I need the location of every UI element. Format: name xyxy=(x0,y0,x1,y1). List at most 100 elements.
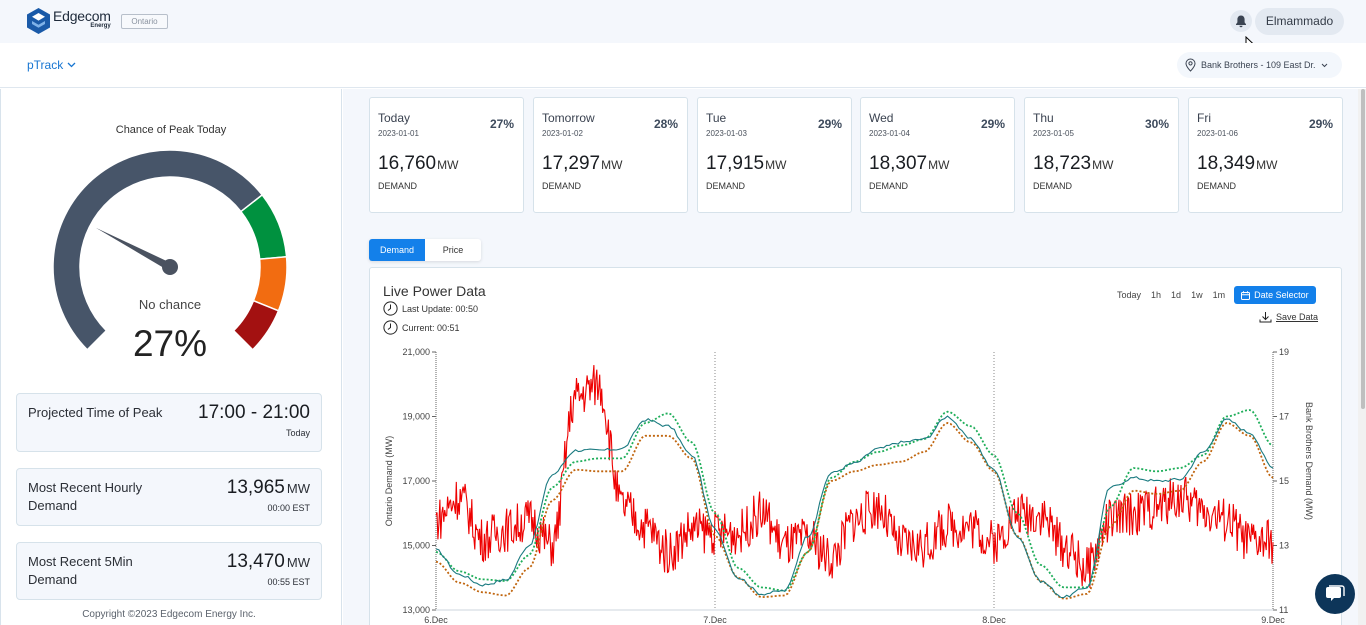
demand-unit: MW xyxy=(765,158,787,172)
y2-tick-label: 15 xyxy=(1279,476,1289,486)
card-unit: MW xyxy=(286,555,310,570)
forecast-day-card[interactable]: Fri 2023-01-06 29% 18,349MW DEMAND xyxy=(1188,97,1343,213)
day-date: 2023-01-03 xyxy=(706,129,747,138)
demand-number: 16,760 xyxy=(378,153,437,174)
series-line-bank-brothers-demand xyxy=(435,365,1274,588)
app-switcher[interactable]: pTrack xyxy=(27,58,76,72)
card-unit: MW xyxy=(286,481,310,496)
sub-header: pTrack Bank Brothers - 109 East Dr. xyxy=(0,43,1366,88)
demand-unit: MW xyxy=(1092,158,1114,172)
hourly-demand-card: Most Recent Hourly Demand 13,965 MW 00:00… xyxy=(16,468,322,526)
demand-unit: MW xyxy=(1256,158,1278,172)
tab-price[interactable]: Price xyxy=(442,245,464,255)
demand-value: 18,307MW xyxy=(869,153,949,175)
gauge-title: Chance of Peak Today xyxy=(115,124,227,136)
range-1m[interactable]: 1m xyxy=(1212,290,1226,300)
day-date: 2023-01-06 xyxy=(1197,129,1238,138)
gauge-needle-hub xyxy=(162,259,178,275)
tab-demand[interactable]: Demand xyxy=(369,239,425,261)
day-name: Fri xyxy=(1197,111,1211,125)
brand-sub: Energy xyxy=(90,23,111,29)
card-value: 17:00 - 21:00 xyxy=(198,402,310,424)
forecast-day-card[interactable]: Tue 2023-01-03 29% 17,915MW DEMAND xyxy=(697,97,852,213)
download-icon xyxy=(1259,312,1272,323)
chat-bubble-icon xyxy=(1326,585,1345,601)
gauge-needle xyxy=(95,227,172,271)
chevron-down-icon xyxy=(67,62,76,68)
gauge-segment-very-high xyxy=(232,299,280,351)
edgecom-logo-icon xyxy=(27,8,50,34)
live-power-chart: 6.Dec 7.Dec 8.Dec 9.Dec 13,000 15,000 17,000 19… xyxy=(384,347,1314,625)
y-tick-label: 19,000 xyxy=(402,412,430,422)
demand-value: 18,723MW xyxy=(1033,153,1113,175)
range-1h[interactable]: 1h xyxy=(1151,290,1162,300)
day-name: Tomorrow xyxy=(542,111,595,125)
y-tick-label: 21,000 xyxy=(402,347,430,357)
x-tick-label: 6.Dec xyxy=(424,615,448,625)
forecast-day-card[interactable]: Wed 2023-01-04 29% 18,307MW DEMAND xyxy=(860,97,1015,213)
peak-chance: 29% xyxy=(817,117,842,131)
save-data-label: Save Data xyxy=(1276,312,1319,322)
range-1w[interactable]: 1w xyxy=(1191,290,1203,300)
save-data-link[interactable]: Save Data xyxy=(1259,311,1318,323)
day-date: 2023-01-05 xyxy=(1033,129,1074,138)
y2-tick-label: 13 xyxy=(1279,541,1289,551)
demand-label: DEMAND xyxy=(542,181,582,191)
range-1d[interactable]: 1d xyxy=(1171,290,1182,300)
forecast-day-card[interactable]: Thu 2023-01-05 30% 18,723MW DEMAND xyxy=(1024,97,1179,213)
copyright: Copyright ©2023 Edgecom Energy Inc. xyxy=(82,609,256,620)
notifications-button[interactable] xyxy=(1230,10,1252,32)
series-line-ontario-demand-actual- xyxy=(435,415,1274,599)
peak-chance: 30% xyxy=(1144,117,1169,131)
user-menu-button[interactable]: Elmammado xyxy=(1255,8,1344,35)
demand-label: DEMAND xyxy=(869,181,909,191)
demand-number: 18,723 xyxy=(1033,153,1092,174)
app-name: pTrack xyxy=(27,58,64,72)
demand-value: 16,760MW xyxy=(378,153,458,175)
demand-value: 17,915MW xyxy=(706,153,786,175)
peak-chance: 29% xyxy=(980,117,1005,131)
brand-logo[interactable]: Edgecom Energy xyxy=(27,8,111,34)
card-label: Most Recent 5Min Demand xyxy=(28,554,133,587)
card-sub: Today xyxy=(285,428,310,438)
forecast-day-card[interactable]: Today 2023-01-01 27% 16,760MW DEMAND xyxy=(369,97,524,213)
day-name: Thu xyxy=(1033,111,1054,125)
card-sub: 00:00 EST xyxy=(267,503,310,513)
y2-tick-label: 11 xyxy=(1279,605,1288,615)
chat-button[interactable] xyxy=(1315,574,1355,614)
demand-unit: MW xyxy=(601,158,623,172)
day-date: 2023-01-01 xyxy=(378,129,419,138)
demand-label: DEMAND xyxy=(1033,181,1073,191)
demand-unit: MW xyxy=(437,158,459,172)
gauge-segment-low xyxy=(52,149,264,351)
day-date: 2023-01-02 xyxy=(542,129,583,138)
card-value-number: 13,965 xyxy=(226,477,285,498)
date-selector-button[interactable]: Date Selector xyxy=(1234,286,1316,304)
gauge-label: No chance xyxy=(138,297,202,312)
region-badge[interactable]: Ontario xyxy=(121,14,168,29)
scrollbar-thumb[interactable] xyxy=(1361,89,1365,409)
clock-icon xyxy=(383,320,398,335)
y-tick-label: 15,000 xyxy=(402,541,430,551)
demand-value: 18,349MW xyxy=(1197,153,1277,175)
day-date: 2023-01-04 xyxy=(869,129,910,138)
series-line-ontario-demand-forecast-2 xyxy=(435,422,1274,600)
forecast-day-card[interactable]: Tomorrow 2023-01-02 28% 17,297MW DEMAND xyxy=(533,97,688,213)
demand-label: DEMAND xyxy=(706,181,746,191)
x-tick-label: 9.Dec xyxy=(1261,615,1285,625)
left-panel: Chance of Peak Today No chance 27% xyxy=(0,89,342,625)
projected-peak-card: Projected Time of Peak 17:00 - 21:00 Tod… xyxy=(16,393,322,452)
y2-tick-label: 17 xyxy=(1279,412,1289,422)
bell-icon xyxy=(1236,15,1246,27)
demand-number: 18,307 xyxy=(869,153,928,174)
current-time: Current: 00:51 xyxy=(383,320,460,335)
last-update: Last Update: 00:50 xyxy=(383,301,478,316)
location-selector[interactable]: Bank Brothers - 109 East Dr. xyxy=(1177,52,1342,78)
clock-icon xyxy=(383,301,398,316)
range-today[interactable]: Today xyxy=(1117,290,1142,300)
date-selector-label: Date Selector xyxy=(1254,290,1309,300)
five-min-demand-card: Most Recent 5Min Demand 13,470 MW 00:55 E… xyxy=(16,542,322,600)
card-sub: 00:55 EST xyxy=(267,577,310,587)
calendar-icon xyxy=(1241,290,1251,300)
card-value: 13,965 MW xyxy=(227,477,310,499)
